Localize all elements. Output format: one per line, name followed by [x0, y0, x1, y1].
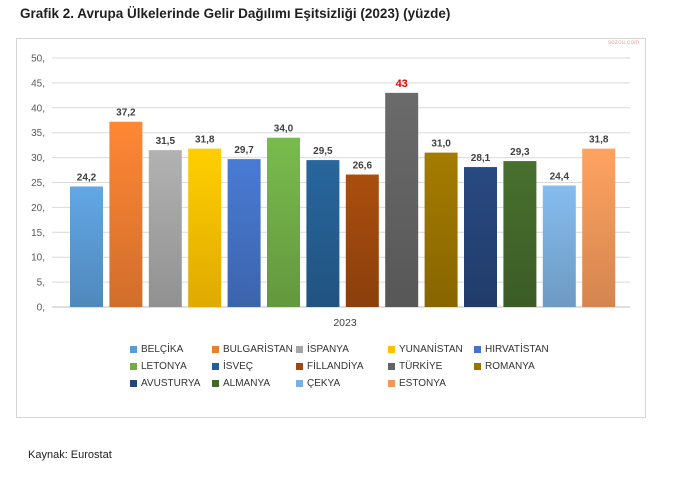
- legend-swatch-icon: [212, 363, 219, 370]
- bar-5: [227, 159, 261, 307]
- legend-label: İSPANYA: [307, 344, 349, 355]
- legend-item: YUNANİSTAN: [388, 344, 474, 355]
- legend: BELÇİKA BULGARİSTAN İSPANYA YUNANİSTAN HIRVA…: [130, 344, 550, 389]
- bar-data-label: 24,2: [77, 172, 97, 183]
- legend-item: ESTONYA: [388, 378, 474, 389]
- bar-11: [464, 167, 497, 307]
- legend-swatch-icon: [296, 346, 303, 353]
- bar-data-label: 34,0: [274, 124, 294, 135]
- y-tick-label: 50,: [31, 54, 45, 65]
- legend-label: TÜRKİYE: [399, 361, 443, 372]
- chart-title: Grafik 2. Avrupa Ülkelerinde Gelir Dağıl…: [20, 6, 451, 21]
- legend-label: İSVEÇ: [223, 361, 254, 372]
- y-axis-ticks: 0, 5, 10, 15, 20, 25, 30, 35, 40, 45, 50,: [31, 54, 45, 314]
- legend-item: İSVEÇ: [212, 361, 296, 372]
- legend-label: ÇEKYA: [307, 378, 341, 389]
- legend-swatch-icon: [388, 380, 395, 387]
- bar-12: [503, 161, 537, 307]
- bar-8: [345, 174, 379, 307]
- legend-item: TÜRKİYE: [388, 361, 474, 372]
- legend-swatch-icon: [212, 346, 219, 353]
- legend-item: ÇEKYA: [296, 378, 388, 389]
- watermark-logo: sozcu.com: [608, 40, 640, 46]
- legend-label: HIRVATİSTAN: [485, 344, 549, 355]
- legend-label: LETONYA: [141, 361, 187, 372]
- legend-item: ROMANYA: [474, 361, 554, 372]
- legend-label: YUNANİSTAN: [399, 344, 463, 355]
- bar-3: [148, 150, 182, 307]
- legend-label: ALMANYA: [223, 378, 271, 389]
- bar-data-label: 31,0: [431, 139, 451, 150]
- bar-14: [582, 148, 616, 307]
- bar-chart: 0, 5, 10, 15, 20, 25, 30, 35, 40, 45, 50, 24,2 37,2…: [31, 54, 630, 329]
- y-tick-label: 0,: [37, 303, 45, 314]
- y-tick-label: 15,: [31, 228, 45, 239]
- legend-swatch-icon: [474, 363, 481, 370]
- bar-data-label: 31,8: [589, 135, 609, 146]
- bar-13: [542, 185, 576, 307]
- legend-item: AVUSTURYA: [130, 378, 212, 389]
- y-tick-label: 25,: [31, 178, 45, 189]
- y-tick-label: 10,: [31, 253, 45, 264]
- legend-label: AVUSTURYA: [141, 378, 201, 389]
- bar-data-label: 29,7: [234, 145, 254, 156]
- legend-swatch-icon: [212, 380, 219, 387]
- legend-label: FİLLANDİYA: [307, 361, 364, 372]
- legend-item: LETONYA: [130, 361, 212, 372]
- legend-swatch-icon: [296, 363, 303, 370]
- bar-1: [70, 186, 103, 307]
- source-note: Kaynak: Eurostat: [28, 449, 112, 461]
- bar-data-label: 31,8: [195, 135, 215, 146]
- bar-4: [188, 148, 222, 307]
- y-tick-label: 30,: [31, 153, 45, 164]
- legend-swatch-icon: [130, 346, 137, 353]
- legend-label: ROMANYA: [485, 361, 535, 372]
- bar-6: [267, 137, 300, 307]
- bar-10: [424, 152, 458, 307]
- bar-data-label: 28,1: [471, 153, 491, 164]
- data-labels: 24,2 37,2 31,5 31,8 29,7 34,0 29,5 26,6 43 31,0 28…: [77, 78, 609, 184]
- y-tick-label: 20,: [31, 203, 45, 214]
- bar-data-label: 24,4: [550, 171, 570, 182]
- legend-label: BULGARİSTAN: [223, 344, 293, 355]
- legend-swatch-icon: [388, 346, 395, 353]
- bars: [70, 92, 616, 307]
- legend-item: FİLLANDİYA: [296, 361, 388, 372]
- bar-data-label: 37,2: [116, 108, 136, 119]
- legend-label: BELÇİKA: [141, 344, 184, 355]
- legend-swatch-icon: [296, 380, 303, 387]
- y-tick-label: 40,: [31, 103, 45, 114]
- legend-swatch-icon: [130, 380, 137, 387]
- legend-item: ALMANYA: [212, 378, 296, 389]
- bar-data-label: 26,6: [353, 161, 373, 172]
- legend-item: BELÇİKA: [130, 344, 212, 355]
- legend-item: İSPANYA: [296, 344, 388, 355]
- legend-swatch-icon: [130, 363, 137, 370]
- bar-2: [109, 121, 143, 307]
- y-tick-label: 45,: [31, 78, 45, 89]
- y-tick-label: 5,: [37, 278, 45, 289]
- bar-7: [306, 160, 340, 307]
- legend-label: ESTONYA: [399, 378, 446, 389]
- legend-swatch-icon: [474, 346, 481, 353]
- x-category-label: 2023: [333, 317, 357, 329]
- y-tick-label: 35,: [31, 128, 45, 139]
- bar-data-label: 29,5: [313, 146, 333, 157]
- legend-item: HIRVATİSTAN: [474, 344, 554, 355]
- legend-item: BULGARİSTAN: [212, 344, 296, 355]
- bar-9: [385, 92, 419, 307]
- legend-swatch-icon: [388, 363, 395, 370]
- bar-data-label: 29,3: [510, 147, 530, 158]
- bar-data-label: 43: [396, 78, 408, 90]
- bar-data-label: 31,5: [156, 136, 176, 147]
